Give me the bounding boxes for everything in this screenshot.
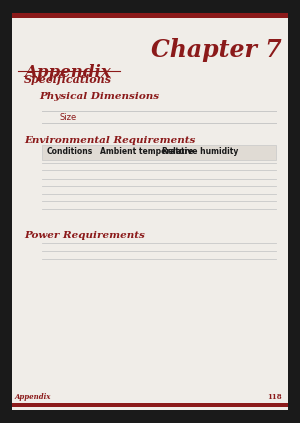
Text: Physical Dimensions: Physical Dimensions <box>39 92 159 101</box>
Point <box>274 160 278 165</box>
Text: Environmental Requirements: Environmental Requirements <box>24 136 195 145</box>
Point <box>40 168 44 173</box>
Point <box>40 249 44 254</box>
Point <box>40 241 44 246</box>
Text: Chapter 7: Chapter 7 <box>151 38 282 62</box>
Text: Appendix: Appendix <box>24 64 111 81</box>
Point <box>274 249 278 254</box>
Text: Appendix: Appendix <box>15 393 51 401</box>
Point <box>40 257 44 262</box>
Point <box>274 109 278 114</box>
Point <box>274 184 278 189</box>
Text: Specifications: Specifications <box>24 74 112 85</box>
Text: 118: 118 <box>267 393 282 401</box>
Point <box>274 199 278 204</box>
Point <box>274 176 278 181</box>
Point <box>118 69 122 74</box>
Point <box>274 191 278 196</box>
Point <box>274 257 278 262</box>
Text: Relative humidity: Relative humidity <box>162 147 238 156</box>
Point <box>40 160 44 165</box>
Text: Power Requirements: Power Requirements <box>24 231 145 239</box>
Point <box>274 168 278 173</box>
Point <box>40 176 44 181</box>
Point <box>40 120 44 125</box>
Point <box>40 109 44 114</box>
FancyBboxPatch shape <box>12 403 288 407</box>
FancyBboxPatch shape <box>12 13 288 18</box>
Point <box>40 184 44 189</box>
Text: Size: Size <box>60 113 77 121</box>
Text: Ambient temperature: Ambient temperature <box>100 147 194 156</box>
Point <box>40 191 44 196</box>
Point <box>40 199 44 204</box>
Point <box>274 120 278 125</box>
FancyBboxPatch shape <box>42 145 276 160</box>
Point <box>274 241 278 246</box>
FancyBboxPatch shape <box>12 13 288 410</box>
Point <box>40 206 44 212</box>
Point <box>16 69 20 74</box>
Point <box>274 206 278 212</box>
Text: Conditions: Conditions <box>46 147 93 156</box>
